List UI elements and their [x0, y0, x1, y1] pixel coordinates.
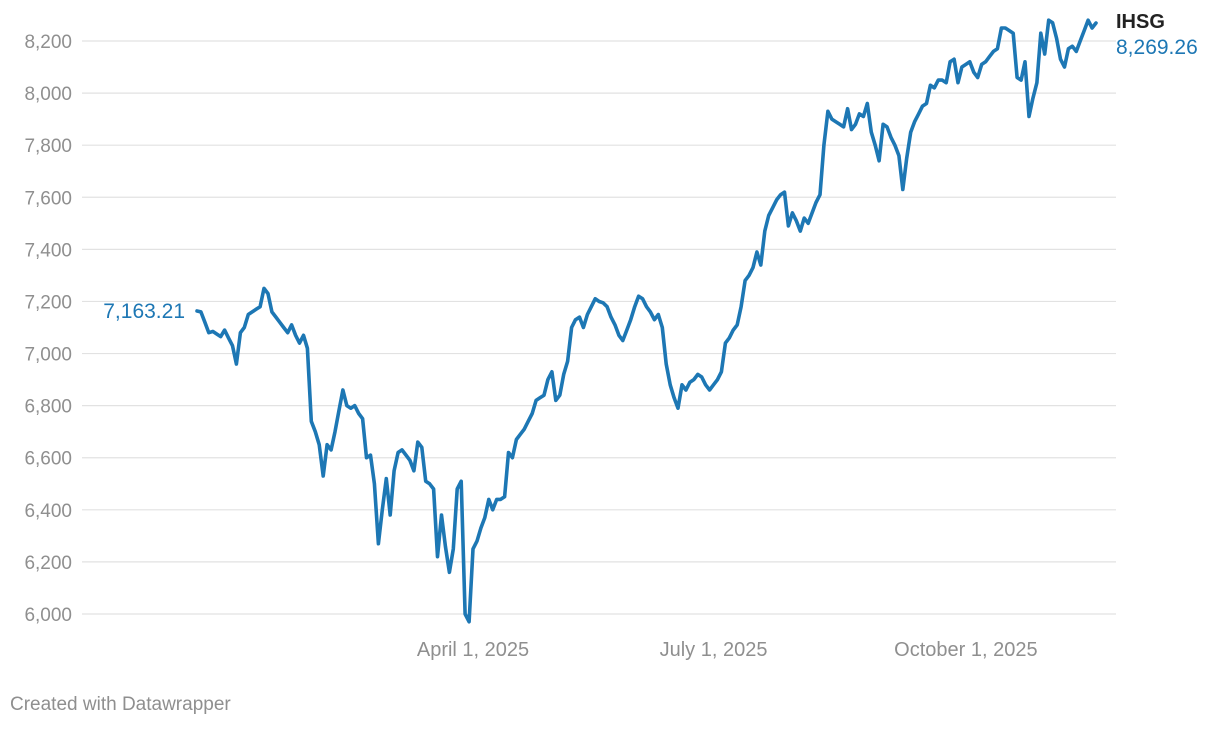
line-chart: 6,000 6,200 6,400 6,600 6,800 7,000 7,200 7,400… — [24, 11, 1198, 661]
series-labels: 7,163.21 IHSG 8,269.26 — [103, 11, 1198, 323]
x-axis-ticks: April 1, 2025 July 1, 2025 October 1, 2025 — [417, 639, 1038, 661]
y-tick-label: 7,800 — [24, 136, 72, 157]
x-tick-label: July 1, 2025 — [660, 639, 768, 661]
series-line-ihsg — [195, 18, 1098, 624]
y-tick-label: 7,400 — [24, 240, 72, 261]
x-tick-label: October 1, 2025 — [894, 639, 1037, 661]
x-tick-label: April 1, 2025 — [417, 639, 529, 661]
y-tick-label: 6,200 — [24, 553, 72, 574]
y-tick-label: 6,800 — [24, 397, 72, 418]
y-tick-label: 7,000 — [24, 345, 72, 366]
grid-layer — [82, 40, 1116, 615]
start-value-label: 7,163.21 — [103, 300, 185, 323]
series-layer — [195, 18, 1098, 624]
y-tick-label: 7,600 — [24, 188, 72, 209]
y-tick-label: 6,000 — [24, 605, 72, 626]
credit-text: Created with Datawrapper — [10, 694, 231, 715]
y-tick-label: 8,000 — [24, 84, 72, 105]
series-name-label: IHSG — [1116, 11, 1165, 33]
y-tick-label: 6,600 — [24, 449, 72, 470]
end-value-label: 8,269.26 — [1116, 36, 1198, 59]
y-tick-label: 7,200 — [24, 292, 72, 313]
y-tick-label: 8,200 — [24, 32, 72, 53]
y-axis-ticks: 6,000 6,200 6,400 6,600 6,800 7,000 7,200 7,400… — [24, 32, 72, 626]
y-tick-label: 6,400 — [24, 501, 72, 522]
